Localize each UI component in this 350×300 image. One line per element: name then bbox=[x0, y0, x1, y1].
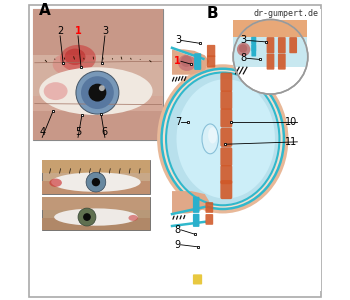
Ellipse shape bbox=[60, 45, 96, 72]
Ellipse shape bbox=[54, 208, 138, 226]
FancyBboxPatch shape bbox=[220, 128, 232, 147]
FancyBboxPatch shape bbox=[235, 21, 305, 45]
Text: 8: 8 bbox=[175, 225, 181, 235]
Circle shape bbox=[86, 172, 106, 192]
Text: A: A bbox=[39, 3, 51, 18]
Circle shape bbox=[89, 84, 106, 102]
FancyBboxPatch shape bbox=[251, 45, 256, 56]
Bar bbox=[33, 110, 163, 140]
FancyBboxPatch shape bbox=[267, 37, 274, 53]
FancyBboxPatch shape bbox=[205, 214, 213, 225]
Ellipse shape bbox=[239, 44, 247, 52]
Ellipse shape bbox=[178, 55, 196, 71]
FancyBboxPatch shape bbox=[220, 73, 232, 92]
Ellipse shape bbox=[237, 43, 250, 56]
Circle shape bbox=[99, 85, 105, 91]
FancyBboxPatch shape bbox=[207, 45, 215, 57]
Ellipse shape bbox=[65, 49, 85, 65]
Circle shape bbox=[233, 20, 308, 94]
FancyBboxPatch shape bbox=[220, 165, 232, 184]
Text: 3: 3 bbox=[240, 35, 247, 45]
Circle shape bbox=[78, 208, 96, 226]
Text: 3: 3 bbox=[175, 35, 181, 45]
FancyBboxPatch shape bbox=[194, 53, 201, 70]
Text: dr-gumpert.de: dr-gumpert.de bbox=[253, 9, 318, 18]
Ellipse shape bbox=[157, 64, 288, 214]
Circle shape bbox=[83, 213, 91, 221]
Polygon shape bbox=[172, 191, 209, 288]
Bar bbox=[33, 9, 163, 55]
Ellipse shape bbox=[208, 127, 217, 143]
Text: 5: 5 bbox=[75, 128, 81, 137]
FancyBboxPatch shape bbox=[278, 37, 286, 53]
FancyBboxPatch shape bbox=[251, 37, 256, 51]
Ellipse shape bbox=[51, 172, 141, 192]
Bar bbox=[33, 96, 163, 110]
Bar bbox=[42, 218, 150, 230]
Circle shape bbox=[81, 76, 114, 109]
Bar bbox=[233, 38, 308, 67]
Bar bbox=[42, 181, 150, 194]
FancyBboxPatch shape bbox=[193, 197, 200, 213]
FancyBboxPatch shape bbox=[193, 274, 202, 284]
Text: 1: 1 bbox=[174, 56, 181, 66]
Ellipse shape bbox=[39, 67, 153, 115]
FancyBboxPatch shape bbox=[193, 214, 200, 227]
FancyBboxPatch shape bbox=[289, 37, 297, 53]
Ellipse shape bbox=[52, 54, 79, 75]
FancyBboxPatch shape bbox=[220, 180, 232, 199]
FancyBboxPatch shape bbox=[205, 202, 213, 213]
FancyBboxPatch shape bbox=[33, 9, 163, 140]
Text: 1: 1 bbox=[75, 26, 82, 36]
Ellipse shape bbox=[181, 56, 192, 67]
FancyBboxPatch shape bbox=[278, 53, 286, 70]
Ellipse shape bbox=[128, 215, 138, 221]
Bar bbox=[42, 160, 150, 173]
Circle shape bbox=[76, 71, 119, 114]
Polygon shape bbox=[172, 9, 209, 75]
FancyBboxPatch shape bbox=[220, 108, 232, 128]
Text: B: B bbox=[206, 6, 218, 21]
FancyBboxPatch shape bbox=[251, 25, 256, 44]
Bar bbox=[33, 9, 163, 140]
Bar bbox=[233, 20, 308, 38]
Ellipse shape bbox=[49, 178, 62, 187]
FancyBboxPatch shape bbox=[267, 53, 274, 70]
Text: 3: 3 bbox=[102, 26, 108, 36]
Text: 10: 10 bbox=[285, 118, 298, 128]
FancyBboxPatch shape bbox=[207, 55, 215, 68]
Ellipse shape bbox=[176, 79, 275, 199]
Bar bbox=[42, 160, 150, 194]
Ellipse shape bbox=[161, 68, 285, 210]
Text: 11: 11 bbox=[285, 137, 298, 147]
Bar bbox=[42, 197, 150, 230]
Text: 8: 8 bbox=[240, 53, 247, 63]
FancyBboxPatch shape bbox=[220, 147, 232, 166]
Text: 9: 9 bbox=[175, 240, 181, 250]
Text: 2: 2 bbox=[57, 26, 63, 36]
Bar bbox=[42, 197, 150, 211]
Ellipse shape bbox=[167, 73, 279, 205]
Text: 7: 7 bbox=[175, 118, 181, 128]
Bar bbox=[172, 9, 321, 291]
Ellipse shape bbox=[44, 82, 68, 100]
Text: 6: 6 bbox=[102, 128, 108, 137]
FancyBboxPatch shape bbox=[220, 91, 232, 110]
Circle shape bbox=[92, 178, 100, 186]
Ellipse shape bbox=[202, 124, 218, 154]
Text: 4: 4 bbox=[39, 128, 45, 137]
